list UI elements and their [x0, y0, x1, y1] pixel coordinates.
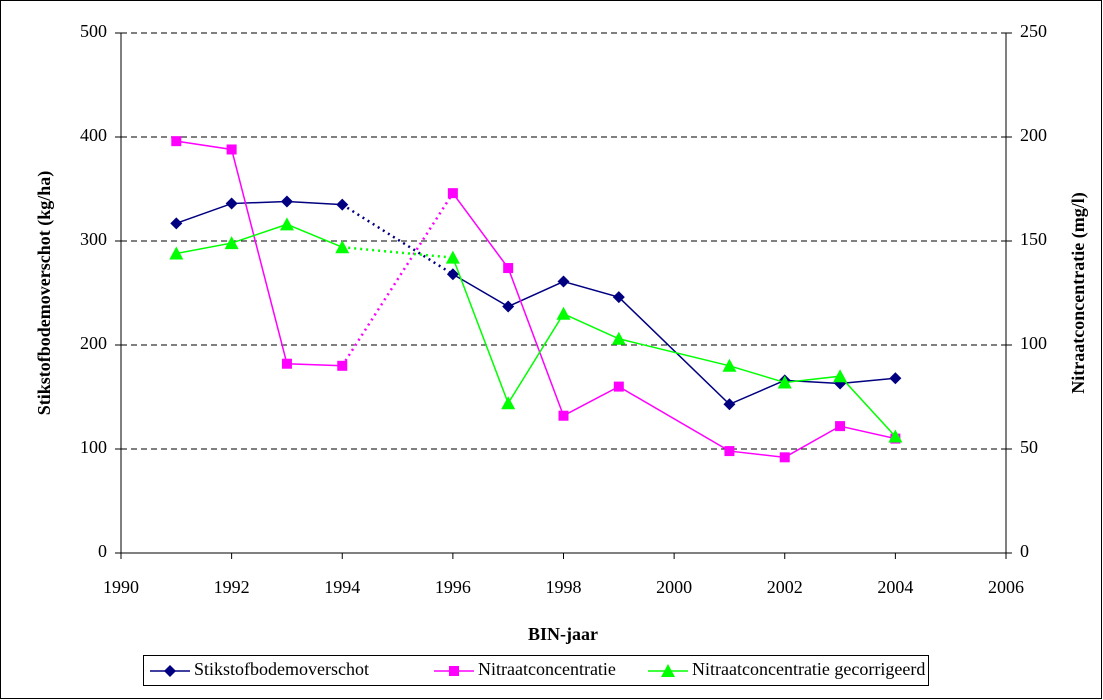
- series-line: [176, 140, 343, 367]
- marker: [281, 358, 292, 369]
- marker: [779, 452, 790, 463]
- marker: [226, 144, 237, 155]
- series-line: [452, 257, 896, 438]
- y-tick-label: 100: [80, 437, 107, 457]
- y-tick-label: 300: [80, 229, 107, 249]
- marker: [280, 195, 293, 208]
- marker: [724, 446, 735, 457]
- y2-tick-label: 200: [1020, 125, 1047, 145]
- x-tick-label: 1994: [324, 577, 360, 597]
- marker: [723, 398, 736, 411]
- marker: [611, 331, 626, 345]
- marker: [170, 217, 183, 230]
- x-tick-label: 2006: [988, 577, 1024, 597]
- y2-axis-title: Nitraatconcentratie (mg/l): [1068, 192, 1089, 393]
- series-line-dotted: [341, 203, 454, 276]
- marker: [447, 188, 458, 199]
- y-axis-title: Stikstofbodemoverschot (kg/ha): [34, 171, 55, 416]
- x-axis-title: BIN-jaar: [528, 624, 598, 644]
- y2-tick-label: 250: [1020, 21, 1047, 41]
- legend-frame: [143, 655, 929, 686]
- marker: [225, 197, 238, 210]
- y2-tick-label: 150: [1020, 229, 1047, 249]
- marker: [224, 236, 239, 250]
- marker: [335, 240, 350, 254]
- marker: [777, 375, 792, 389]
- series-line: [176, 200, 343, 225]
- marker: [661, 664, 675, 677]
- marker: [336, 198, 349, 211]
- legend-label: Nitraatconcentratie gecorrigeerd: [692, 659, 925, 679]
- marker: [722, 358, 737, 372]
- marker: [446, 268, 459, 281]
- marker: [502, 300, 515, 313]
- series-line: [452, 273, 896, 406]
- marker: [833, 369, 848, 383]
- y-tick-label: 0: [98, 541, 107, 561]
- y-tick-label: 200: [80, 333, 107, 353]
- x-tick-label: 2000: [656, 577, 692, 597]
- x-tick-label: 1998: [546, 577, 582, 597]
- marker: [557, 275, 570, 288]
- marker: [835, 421, 846, 432]
- x-tick-label: 2004: [877, 577, 913, 597]
- legend-label: Stikstofbodemoverschot: [194, 659, 369, 679]
- x-tick-label: 1990: [103, 577, 139, 597]
- x-tick-label: 1996: [435, 577, 471, 597]
- series-line-dotted: [342, 245, 453, 259]
- x-tick-label: 2002: [767, 577, 803, 597]
- legend-label: Nitraatconcentratie: [478, 659, 616, 679]
- marker: [169, 246, 184, 260]
- marker: [501, 396, 516, 410]
- marker: [164, 665, 176, 677]
- marker: [889, 372, 902, 385]
- marker: [888, 429, 903, 443]
- marker: [279, 217, 294, 231]
- marker: [556, 306, 571, 320]
- y2-tick-label: 0: [1020, 541, 1029, 561]
- y-tick-label: 500: [80, 21, 107, 41]
- y-tick-label: 400: [80, 125, 107, 145]
- series-line: [176, 223, 343, 255]
- marker: [503, 263, 514, 274]
- series-line: [452, 192, 896, 459]
- marker: [612, 291, 625, 304]
- marker: [558, 410, 569, 421]
- marker: [171, 136, 182, 147]
- series-line-dotted: [341, 192, 454, 367]
- marker: [337, 360, 348, 371]
- x-tick-label: 1992: [214, 577, 250, 597]
- marker: [449, 666, 459, 676]
- y2-tick-label: 50: [1020, 437, 1038, 457]
- marker: [445, 250, 460, 264]
- y2-tick-label: 100: [1020, 333, 1047, 353]
- marker: [613, 381, 624, 392]
